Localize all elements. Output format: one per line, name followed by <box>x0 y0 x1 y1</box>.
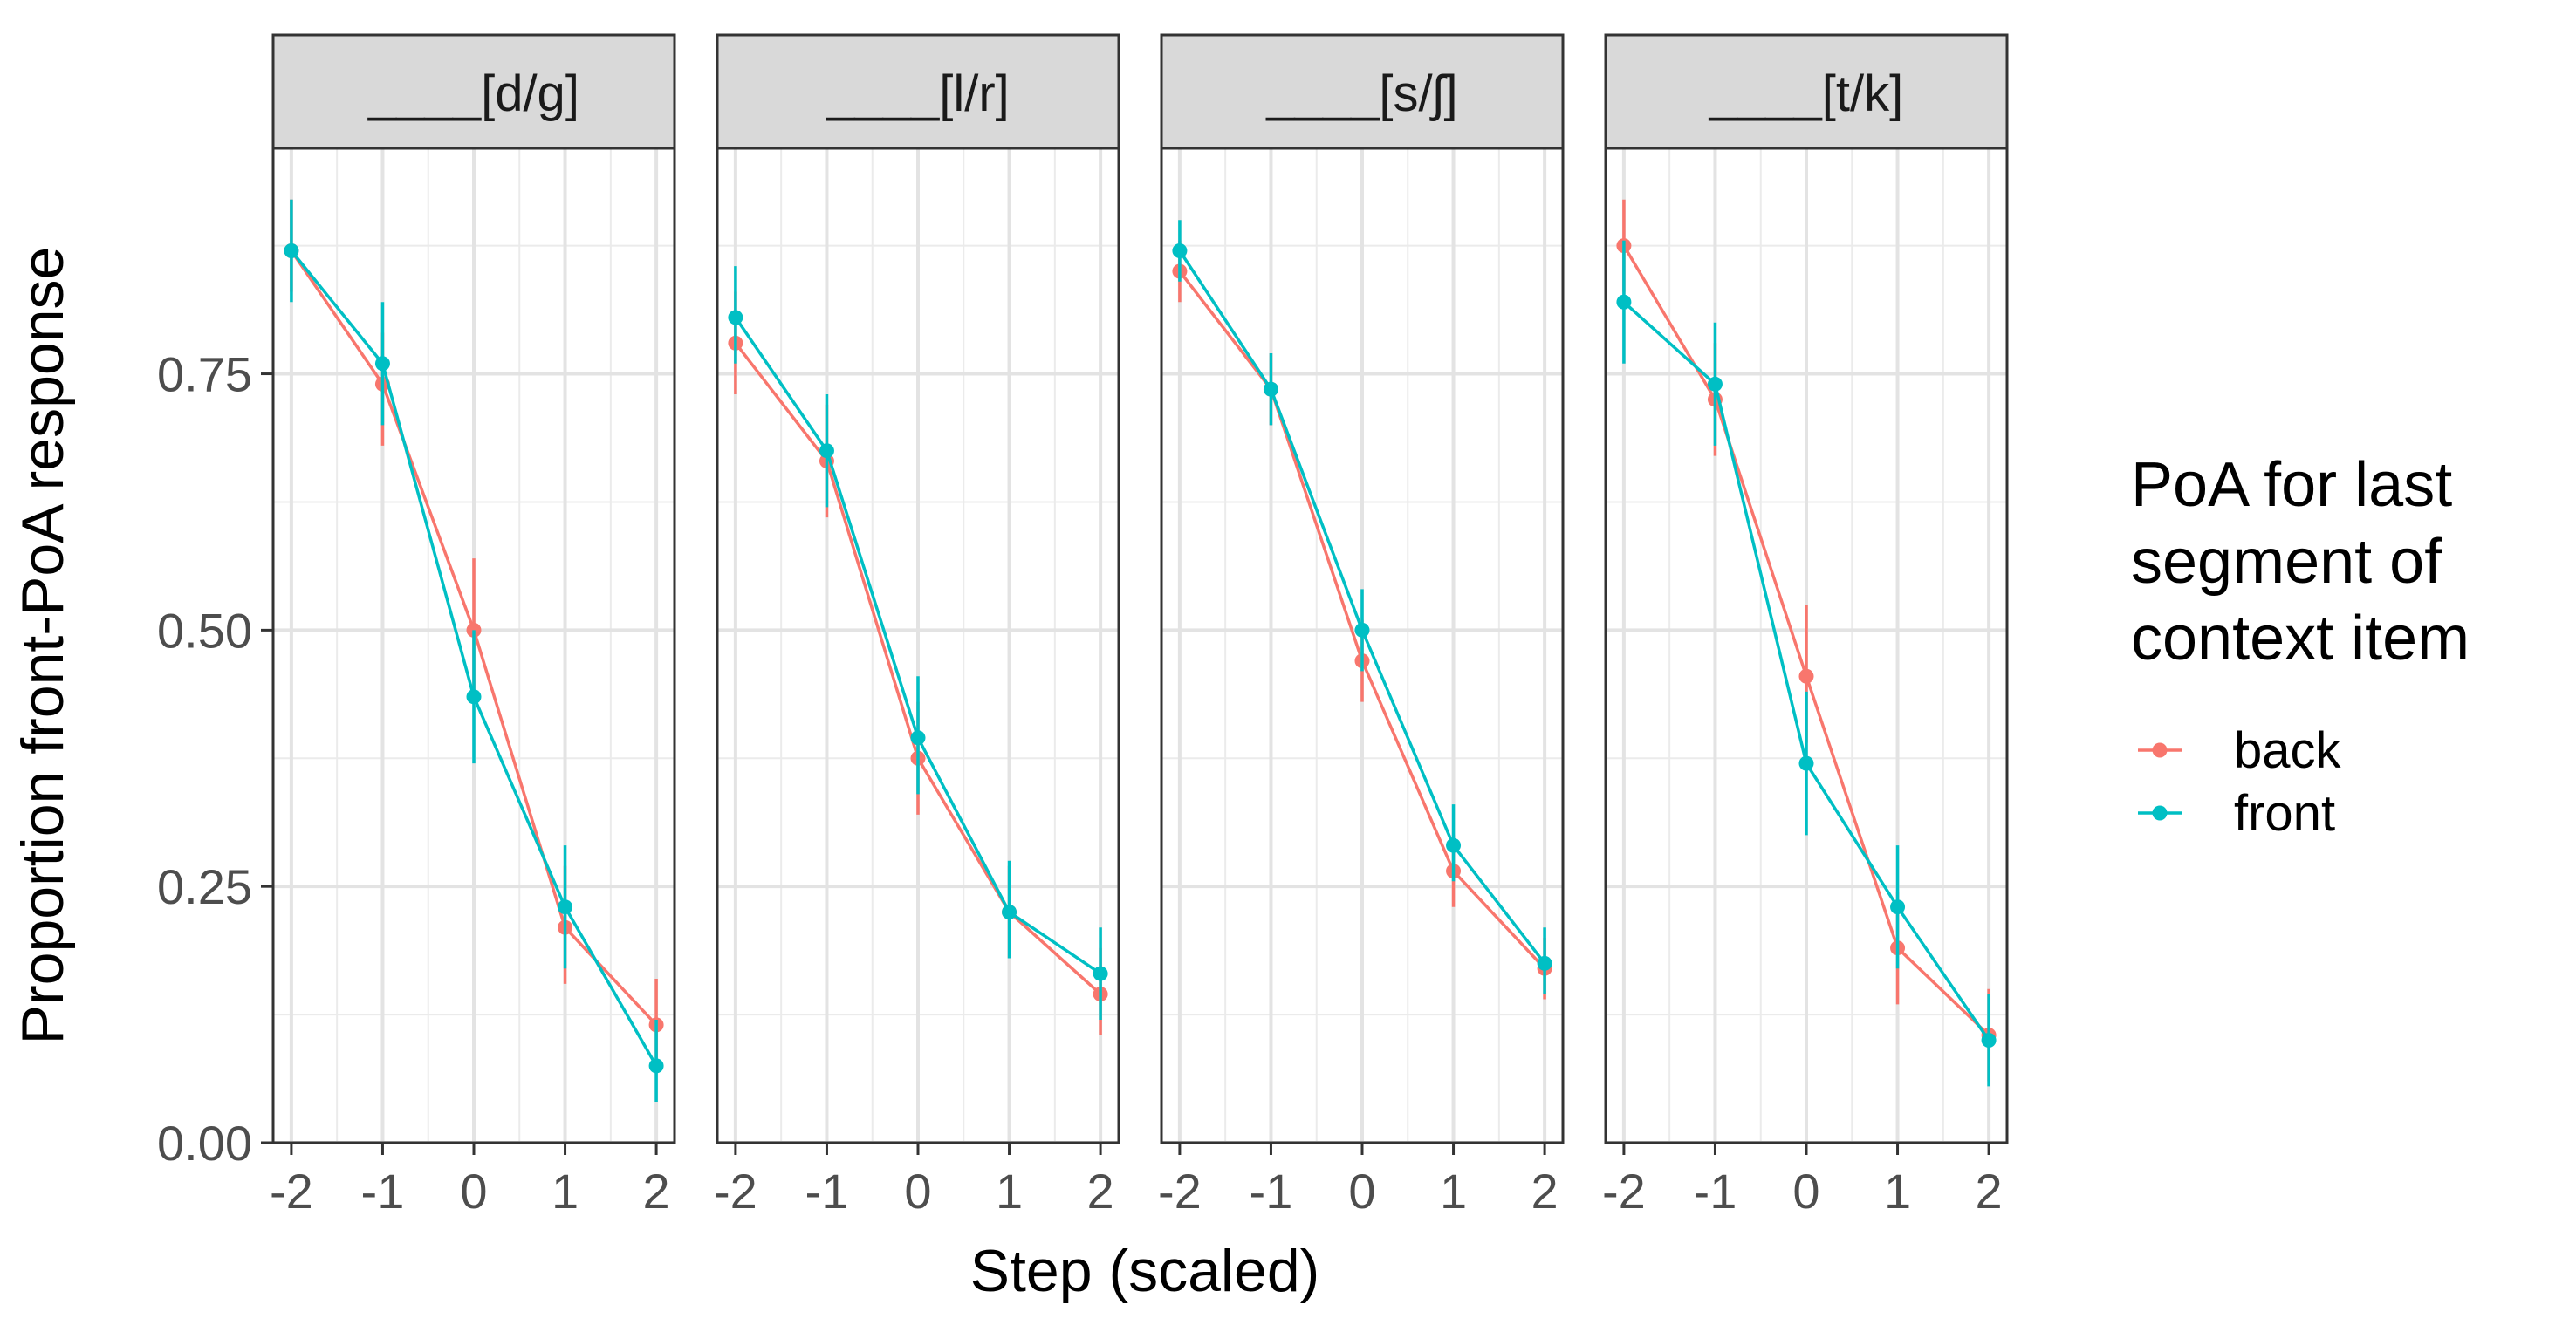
x-tick-label: -2 <box>1602 1164 1646 1219</box>
legend-title: segment of <box>2131 527 2442 597</box>
facet-label: ____[l/r] <box>826 65 1010 122</box>
y-axis: 0.00 0.25 0.50 0.75 <box>157 347 273 1171</box>
x-tick-label: -2 <box>270 1164 313 1219</box>
facet-label: ____[d/g] <box>367 65 579 122</box>
data-point <box>1537 955 1552 971</box>
series-front <box>728 266 1108 1020</box>
x-tick-label: -1 <box>1694 1164 1737 1219</box>
panel-2: ____[l/r] -2 -1 0 1 2 <box>714 33 1120 1219</box>
data-point <box>1707 376 1723 392</box>
x-tick-label: -1 <box>805 1164 849 1219</box>
data-point <box>1798 755 1814 771</box>
facet-strip <box>716 33 1120 150</box>
x-tick-label: 2 <box>643 1164 670 1219</box>
legend-key-point <box>2152 805 2168 821</box>
x-tick-label: 2 <box>1976 1164 2003 1219</box>
panel-3: ____[s/ʃ] -2 -1 0 1 2 <box>1158 33 1565 1219</box>
facet-strip <box>1160 33 1565 150</box>
x-tick-label: 0 <box>904 1164 931 1219</box>
data-point <box>374 356 390 372</box>
data-point <box>648 1058 664 1074</box>
facet-label: ____[t/k] <box>1709 65 1903 122</box>
x-tick-label: 0 <box>460 1164 487 1219</box>
x-tick-label: 1 <box>1440 1164 1467 1219</box>
panel-1: ____[d/g] -2 -1 0 1 2 <box>270 33 676 1219</box>
x-tick-label: 1 <box>1884 1164 1911 1219</box>
legend-key-point <box>2152 742 2168 758</box>
data-point <box>1002 905 1017 920</box>
data-point <box>284 243 299 259</box>
data-point <box>1263 381 1278 397</box>
facet-strip <box>1604 33 2009 150</box>
x-tick-label: 2 <box>1531 1164 1559 1219</box>
legend-label: front <box>2234 785 2335 842</box>
series-front <box>284 199 664 1102</box>
data-point <box>1890 899 1906 915</box>
x-tick-label: -1 <box>1250 1164 1293 1219</box>
x-tick-label: 1 <box>552 1164 579 1219</box>
y-tick-label: 0.75 <box>157 347 252 402</box>
x-tick-label: 0 <box>1348 1164 1375 1219</box>
data-point <box>1616 294 1632 310</box>
x-tick-label: 0 <box>1792 1164 1819 1219</box>
y-axis-title: Proportion front-PoA response <box>10 247 76 1045</box>
legend-title: PoA for last <box>2131 450 2452 520</box>
x-tick-label: -1 <box>361 1164 405 1219</box>
panel-4: ____[t/k] -2 -1 0 1 2 <box>1602 33 2009 1219</box>
series-front <box>1172 220 1552 994</box>
x-tick-label: 2 <box>1087 1164 1114 1219</box>
x-tick-label: -2 <box>714 1164 757 1219</box>
data-point <box>1172 243 1188 259</box>
series-front <box>1616 240 1997 1087</box>
x-tick-label: -2 <box>1158 1164 1202 1219</box>
data-point <box>819 443 834 459</box>
legend-label: back <box>2234 722 2342 779</box>
data-point <box>466 689 482 705</box>
y-tick-label: 0.00 <box>157 1116 252 1171</box>
data-point <box>910 730 926 746</box>
data-point <box>558 899 573 915</box>
panels-layer: ____[d/g]-2 -1 0 1 2____[l/r]-2 -1 0 1 2____[s/ʃ… <box>270 33 2009 1219</box>
data-point <box>1981 1032 1997 1048</box>
facet-strip <box>271 33 676 150</box>
data-point <box>1798 668 1814 684</box>
y-tick-label: 0.50 <box>157 603 252 658</box>
x-tick-label: 1 <box>996 1164 1023 1219</box>
y-tick-label: 0.25 <box>157 859 252 914</box>
x-axis-title: Step (scaled) <box>970 1238 1320 1304</box>
legend-title: context item <box>2131 604 2470 673</box>
data-point <box>1446 837 1462 853</box>
data-point <box>728 310 743 325</box>
facet-label: ____[s/ʃ] <box>1265 65 1457 122</box>
data-point <box>1093 966 1108 981</box>
data-point <box>1354 622 1370 638</box>
